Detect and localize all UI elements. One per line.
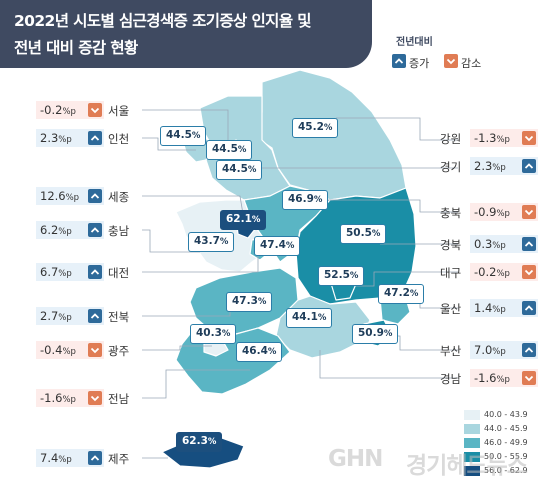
region-name-gangwon: 강원 bbox=[440, 132, 462, 146]
change-legend: 전년대비 증가 감소 bbox=[392, 33, 542, 73]
rate-label-gyeongnam: 44.1% bbox=[286, 308, 333, 328]
region-name-busan: 부산 bbox=[440, 344, 462, 358]
rate-label-chungbuk: 46.9% bbox=[282, 190, 329, 210]
scale-swatch bbox=[464, 466, 480, 476]
arrow-up-icon bbox=[88, 309, 102, 323]
arrow-down-icon bbox=[522, 131, 536, 145]
region-name-chungbuk: 충북 bbox=[440, 206, 462, 220]
change-chip-busan: 7.0%p bbox=[470, 341, 538, 359]
region-name-daegu: 대구 bbox=[440, 266, 462, 280]
region-name-sejong: 세종 bbox=[108, 190, 130, 204]
change-chip-gyeonggi: 2.3%p bbox=[470, 157, 538, 175]
scale-row: 44.0 - 45.9 bbox=[462, 422, 558, 436]
change-chip-jeonbuk: 2.7%p bbox=[36, 307, 104, 325]
region-name-ulsan: 울산 bbox=[440, 302, 462, 316]
rate-label-daegu: 52.5% bbox=[318, 266, 365, 286]
change-chip-gyeongbuk: 0.3%p bbox=[470, 235, 538, 253]
rate-label-sejong: 62.1% bbox=[220, 210, 267, 230]
arrow-up-icon bbox=[88, 189, 102, 203]
title-line-1: 2022년 시도별 심근경색증 조기증상 인지율 및 bbox=[14, 12, 312, 30]
arrow-up-icon bbox=[522, 159, 536, 173]
rate-label-jeju: 62.3% bbox=[176, 432, 223, 452]
change-chip-chungnam: 6.2%p bbox=[36, 221, 104, 239]
arrow-up-icon bbox=[522, 301, 536, 315]
arrow-down-icon bbox=[444, 54, 458, 68]
rate-label-jeonnam: 46.4% bbox=[236, 342, 283, 362]
arrow-down-icon bbox=[522, 205, 536, 219]
change-chip-ulsan: 1.4%p bbox=[470, 299, 538, 317]
legend-decrease: 감소 bbox=[444, 53, 481, 71]
arrow-up-icon bbox=[88, 223, 102, 237]
rate-label-jeonbuk: 47.3% bbox=[226, 292, 273, 312]
arrow-down-icon bbox=[88, 103, 102, 117]
region-name-chungnam: 충남 bbox=[108, 224, 130, 238]
arrow-down-icon bbox=[88, 391, 102, 405]
scale-swatch bbox=[464, 452, 480, 462]
scale-row: 40.0 - 43.9 bbox=[462, 408, 558, 422]
rate-scale-legend: 40.0 - 43.9 44.0 - 45.9 46.0 - 49.9 50.0… bbox=[462, 408, 558, 478]
scale-swatch bbox=[464, 424, 480, 434]
rate-label-gyeongbuk: 50.5% bbox=[340, 224, 387, 244]
change-chip-jeonnam: -1.6%p bbox=[36, 389, 104, 407]
rate-label-ulsan: 47.2% bbox=[378, 284, 425, 304]
region-name-incheon: 인천 bbox=[108, 132, 130, 146]
region-name-gyeongnam: 경남 bbox=[440, 372, 462, 386]
arrow-down-icon bbox=[88, 343, 102, 357]
logo-text: 경기헤드뉴스 bbox=[406, 453, 528, 479]
region-name-daejeon: 대전 bbox=[108, 266, 130, 280]
rate-label-daejeon: 47.4% bbox=[254, 236, 301, 256]
arrow-down-icon bbox=[522, 265, 536, 279]
arrow-up-icon bbox=[88, 451, 102, 465]
arrow-up-icon bbox=[88, 131, 102, 145]
change-chip-sejong: 12.6%p bbox=[36, 187, 104, 205]
arrow-up-icon bbox=[88, 265, 102, 279]
arrow-down-icon bbox=[522, 371, 536, 385]
change-chip-incheon: 2.3%p bbox=[36, 129, 104, 147]
change-chip-chungbuk: -0.9%p bbox=[470, 203, 538, 221]
scale-row: 46.0 - 49.9 bbox=[462, 436, 558, 450]
rate-label-gwangju: 40.3% bbox=[190, 324, 237, 344]
change-chip-gwangju: -0.4%p bbox=[36, 341, 104, 359]
scale-row: 56.0 - 62.9 bbox=[462, 464, 558, 478]
region-name-gwangju: 광주 bbox=[108, 344, 130, 358]
scale-swatch bbox=[464, 410, 480, 420]
region-name-gyeonggi: 경기 bbox=[440, 160, 462, 174]
rate-label-seoul: 44.5% bbox=[206, 140, 253, 160]
ghn-logo: GHN 경기헤드뉴스 bbox=[328, 444, 558, 480]
rate-label-gangwon: 45.2% bbox=[292, 118, 339, 138]
legend-increase: 증가 bbox=[392, 53, 429, 71]
region-name-jeonbuk: 전북 bbox=[108, 310, 130, 324]
rate-label-chungnam: 43.7% bbox=[188, 232, 235, 252]
change-chip-daegu: -0.2%p bbox=[470, 263, 538, 281]
logo-mark: GHN bbox=[328, 446, 383, 472]
scale-row: 50.0 - 55.9 bbox=[462, 450, 558, 464]
scale-swatch bbox=[464, 438, 480, 448]
change-legend-title: 전년대비 bbox=[396, 37, 433, 48]
arrow-up-icon bbox=[522, 343, 536, 357]
change-chip-gangwon: -1.3%p bbox=[470, 129, 538, 147]
change-chip-jeju: 7.4%p bbox=[36, 449, 104, 467]
region-name-jeju: 제주 bbox=[108, 452, 130, 466]
title-line-2: 전년 대비 증감 현황 bbox=[14, 39, 138, 57]
legend-increase-label: 증가 bbox=[409, 57, 430, 70]
title-banner: 2022년 시도별 심근경색증 조기증상 인지율 및 전년 대비 증감 현황 bbox=[0, 0, 372, 68]
change-chip-seoul: -0.2%p bbox=[36, 101, 104, 119]
legend-decrease-label: 감소 bbox=[461, 57, 482, 70]
change-chip-daejeon: 6.7%p bbox=[36, 263, 104, 281]
rate-label-busan: 50.9% bbox=[352, 324, 399, 344]
rate-label-incheon: 44.5% bbox=[160, 126, 207, 146]
change-chip-gyeongnam: -1.6%p bbox=[470, 369, 538, 387]
region-name-seoul: 서울 bbox=[108, 104, 130, 118]
arrow-up-icon bbox=[522, 237, 536, 251]
region-name-jeonnam: 전남 bbox=[108, 392, 130, 406]
region-name-gyeongbuk: 경북 bbox=[440, 238, 462, 252]
arrow-up-icon bbox=[392, 54, 406, 68]
rate-label-gyeonggi: 44.5% bbox=[216, 160, 263, 180]
